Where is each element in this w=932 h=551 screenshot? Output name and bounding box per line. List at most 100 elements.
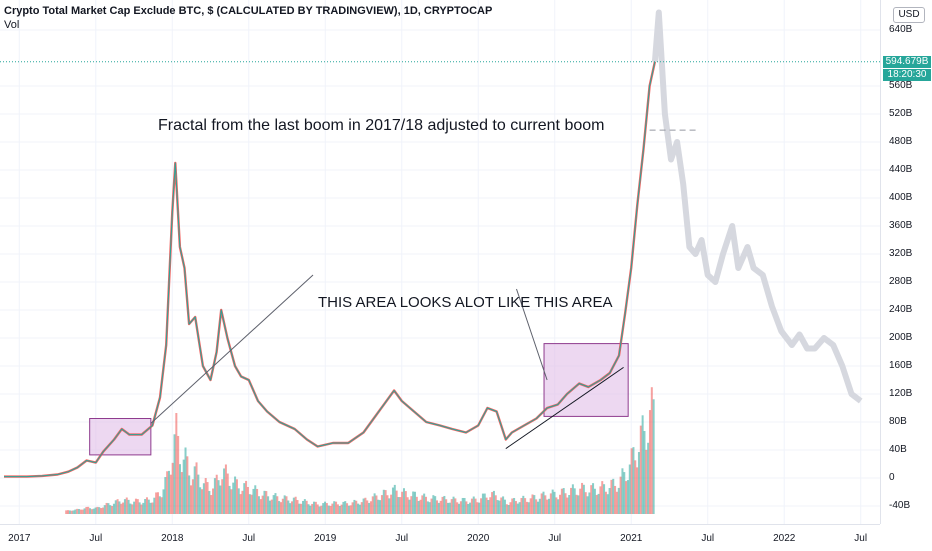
volume-bar: [619, 476, 622, 514]
volume-bar: [202, 483, 205, 514]
volume-bar: [114, 500, 117, 514]
volume-bar: [226, 473, 229, 514]
volume-bar: [125, 497, 128, 514]
volume-bar: [606, 494, 609, 514]
volume-bar: [223, 468, 226, 514]
series-lines: [4, 9, 863, 478]
price-axis[interactable]: USD 594.679B 18:20:30 640B 560B 520B 480B 44…: [880, 0, 932, 524]
volume-bar: [324, 501, 327, 514]
y-tick-label: 320B: [889, 248, 913, 259]
volume-bar: [109, 505, 112, 514]
volume-bar: [397, 497, 400, 514]
y-tick-label: 240B: [889, 304, 913, 315]
volume-bar: [421, 495, 424, 514]
volume-bar: [584, 492, 587, 514]
time-axis[interactable]: 2017 Jul 2018 Jul 2019 Jul 2020 Jul 2021 Jul 2022 J…: [0, 524, 880, 551]
volume-bar: [586, 496, 589, 514]
volume-bar: [300, 503, 303, 514]
volume-bar: [371, 496, 374, 514]
volume-bar: [267, 496, 270, 514]
volume-bar: [311, 503, 314, 514]
volume-bar: [450, 499, 453, 514]
volume-bar: [410, 496, 413, 514]
volume-bar: [472, 496, 475, 514]
volume-bar: [498, 500, 501, 514]
volume-bar: [232, 482, 235, 514]
volume-bar: [90, 509, 93, 514]
volume-bar: [415, 496, 418, 514]
volume-bar: [402, 488, 405, 514]
volume-bar: [112, 503, 115, 514]
volume-bar: [590, 485, 593, 514]
volume-bar: [314, 501, 317, 514]
volume-bar: [494, 495, 497, 514]
volume-bar: [470, 498, 473, 514]
volume-bar: [111, 505, 114, 514]
volume-bar: [134, 498, 137, 514]
volume-bar: [268, 500, 271, 514]
volume-bar: [92, 508, 95, 514]
volume-bar: [566, 497, 569, 514]
volume-bar: [276, 496, 279, 514]
volume-bar: [147, 499, 150, 514]
volume-bar: [597, 493, 600, 514]
y-tick-label: 480B: [889, 136, 913, 147]
volume-bar: [610, 479, 613, 514]
volume-bar: [335, 501, 338, 514]
volume-bar: [237, 488, 240, 514]
volume-bar: [248, 494, 251, 514]
volume-bar: [285, 496, 288, 514]
fractal-annotation: Fractal from the last boom in 2017/18 ad…: [158, 117, 605, 134]
volume-bar: [540, 493, 543, 514]
volume-bar: [65, 510, 68, 514]
volume-bar: [133, 501, 136, 514]
volume-bar: [507, 504, 510, 514]
x-tick-label: Jul: [242, 533, 256, 544]
volume-bar: [355, 500, 358, 514]
volume-bar: [491, 492, 494, 514]
area-annotation: THIS AREA LOOKS ALOT LIKE THIS AREA: [318, 294, 613, 311]
volume-bar: [210, 495, 213, 514]
volume-bar: [533, 495, 536, 514]
volume-bar: [331, 503, 334, 514]
volume-bar: [167, 470, 170, 514]
volume-bar: [98, 507, 101, 514]
volume-bar: [375, 495, 378, 514]
volume-bar: [290, 501, 293, 514]
volume-bar: [357, 503, 360, 514]
currency-button[interactable]: USD: [893, 7, 925, 23]
volume-bar: [614, 485, 617, 514]
volume-bar: [548, 498, 551, 514]
volume-bar: [353, 499, 356, 514]
volume-bar: [164, 477, 167, 514]
volume-bar: [313, 501, 316, 514]
price-chart[interactable]: [0, 0, 880, 524]
volume-bar: [439, 500, 442, 514]
volume-bar: [555, 497, 558, 514]
volume-bar: [443, 495, 446, 514]
volume-bar: [399, 497, 402, 514]
volume-bar: [349, 505, 352, 514]
y-tick-label: 400B: [889, 192, 913, 203]
volume-bar: [320, 505, 323, 514]
volume-bar: [224, 464, 227, 514]
volume-bar: [316, 504, 319, 514]
volume-bar: [74, 509, 77, 514]
volume-bar: [570, 487, 573, 514]
volume-bar: [127, 499, 130, 514]
volume-bar: [103, 505, 106, 514]
volume-bar: [257, 496, 260, 514]
volume-bar: [287, 500, 290, 514]
volume-bar: [204, 478, 207, 514]
volume-bar: [338, 505, 341, 514]
x-tick-label: Jul: [701, 533, 715, 544]
y-tick-label: 640B: [889, 24, 913, 35]
volume-bar: [217, 480, 220, 514]
y-tick-label: -40B: [889, 500, 911, 511]
volume-bar: [107, 503, 110, 514]
volume-bar: [344, 501, 347, 514]
volume-bar: [423, 493, 426, 514]
volume-bar: [489, 497, 492, 514]
volume-bar: [243, 483, 246, 514]
volume-bar: [105, 502, 108, 514]
